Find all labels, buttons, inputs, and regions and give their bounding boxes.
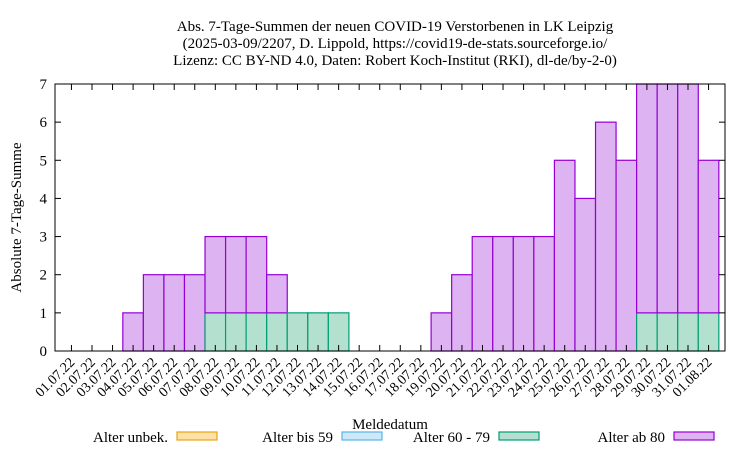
bar-30.07.22-series-3: [656, 83, 679, 314]
bar-28.07.22-series-3: [615, 159, 638, 352]
legend-swatch: [341, 431, 383, 441]
x-axis-label: Meldedatum: [352, 417, 428, 433]
y-tick-label: 0: [40, 344, 48, 360]
title-line-1: Abs. 7-Tage-Summen der neuen COVID-19 Ve…: [177, 19, 614, 35]
title-line-3: Lizenz: CC BY-ND 4.0, Daten: Robert Koch…: [173, 53, 617, 69]
bar-09.07.22-series-3: [224, 235, 247, 314]
legend-swatch: [176, 431, 218, 441]
y-tick-label: 6: [40, 115, 48, 131]
y-tick-label: 4: [40, 191, 48, 207]
bar-01.08.22-series-3: [697, 159, 720, 314]
x-axis: 01.07.2202.07.2203.07.2204.07.2205.07.22…: [33, 84, 715, 400]
bars: [122, 83, 720, 352]
bar-23.07.22-series-3: [512, 235, 535, 352]
legend: Alter unbek. Alter bis 59 Alter 60 - 79 Alt…: [93, 430, 715, 446]
y-tick-label: 1: [40, 306, 48, 322]
legend-label: Alter unbek.: [93, 430, 168, 446]
y-axis: 0 1 2 3 4 5 6 7: [40, 77, 725, 360]
bar-05.07.22-series-3: [142, 274, 165, 352]
y-axis-label: Absolute 7-Tage-Summe: [9, 142, 25, 293]
bar-20.07.22-series-3: [451, 274, 473, 352]
legend-swatch: [498, 431, 540, 441]
y-tick-label: 5: [40, 153, 48, 169]
y-tick-label: 3: [40, 230, 48, 246]
y-tick-label: 2: [40, 268, 48, 284]
legend-label: Alter bis 59: [262, 430, 333, 446]
bar-08.07.22-series-3: [204, 235, 227, 314]
title-line-2: (2025-03-09/2207, D. Lippold, https://co…: [183, 36, 608, 52]
bar-06.07.22-series-3: [163, 274, 186, 352]
bar-21.07.22-series-3: [471, 235, 494, 352]
bar-26.07.22-series-3: [574, 197, 597, 352]
legend-swatch: [673, 431, 715, 441]
bar-27.07.22-series-3: [594, 121, 617, 352]
bar-25.07.22-series-3: [553, 159, 576, 352]
legend-label: Alter ab 80: [598, 430, 665, 446]
legend-label: Alter 60 - 79: [413, 430, 490, 446]
bar-10.07.22-series-3: [245, 235, 268, 314]
plot-frame: [54, 83, 726, 352]
bar-11.07.22-series-3: [266, 274, 288, 314]
bar-31.07.22-series-3: [677, 83, 699, 314]
bar-22.07.22-series-3: [492, 235, 514, 352]
chart-title: Abs. 7-Tage-Summen der neuen COVID-19 Ve…: [173, 19, 617, 69]
y-tick-label: 7: [40, 77, 48, 93]
bar-24.07.22-series-3: [533, 235, 556, 352]
bar-29.07.22-series-3: [636, 83, 658, 314]
bar-07.07.22-series-3: [183, 274, 206, 352]
